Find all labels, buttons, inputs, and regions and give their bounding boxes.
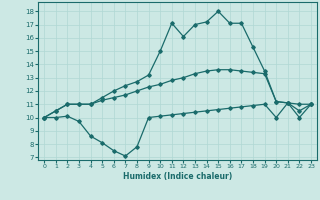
X-axis label: Humidex (Indice chaleur): Humidex (Indice chaleur) <box>123 172 232 181</box>
